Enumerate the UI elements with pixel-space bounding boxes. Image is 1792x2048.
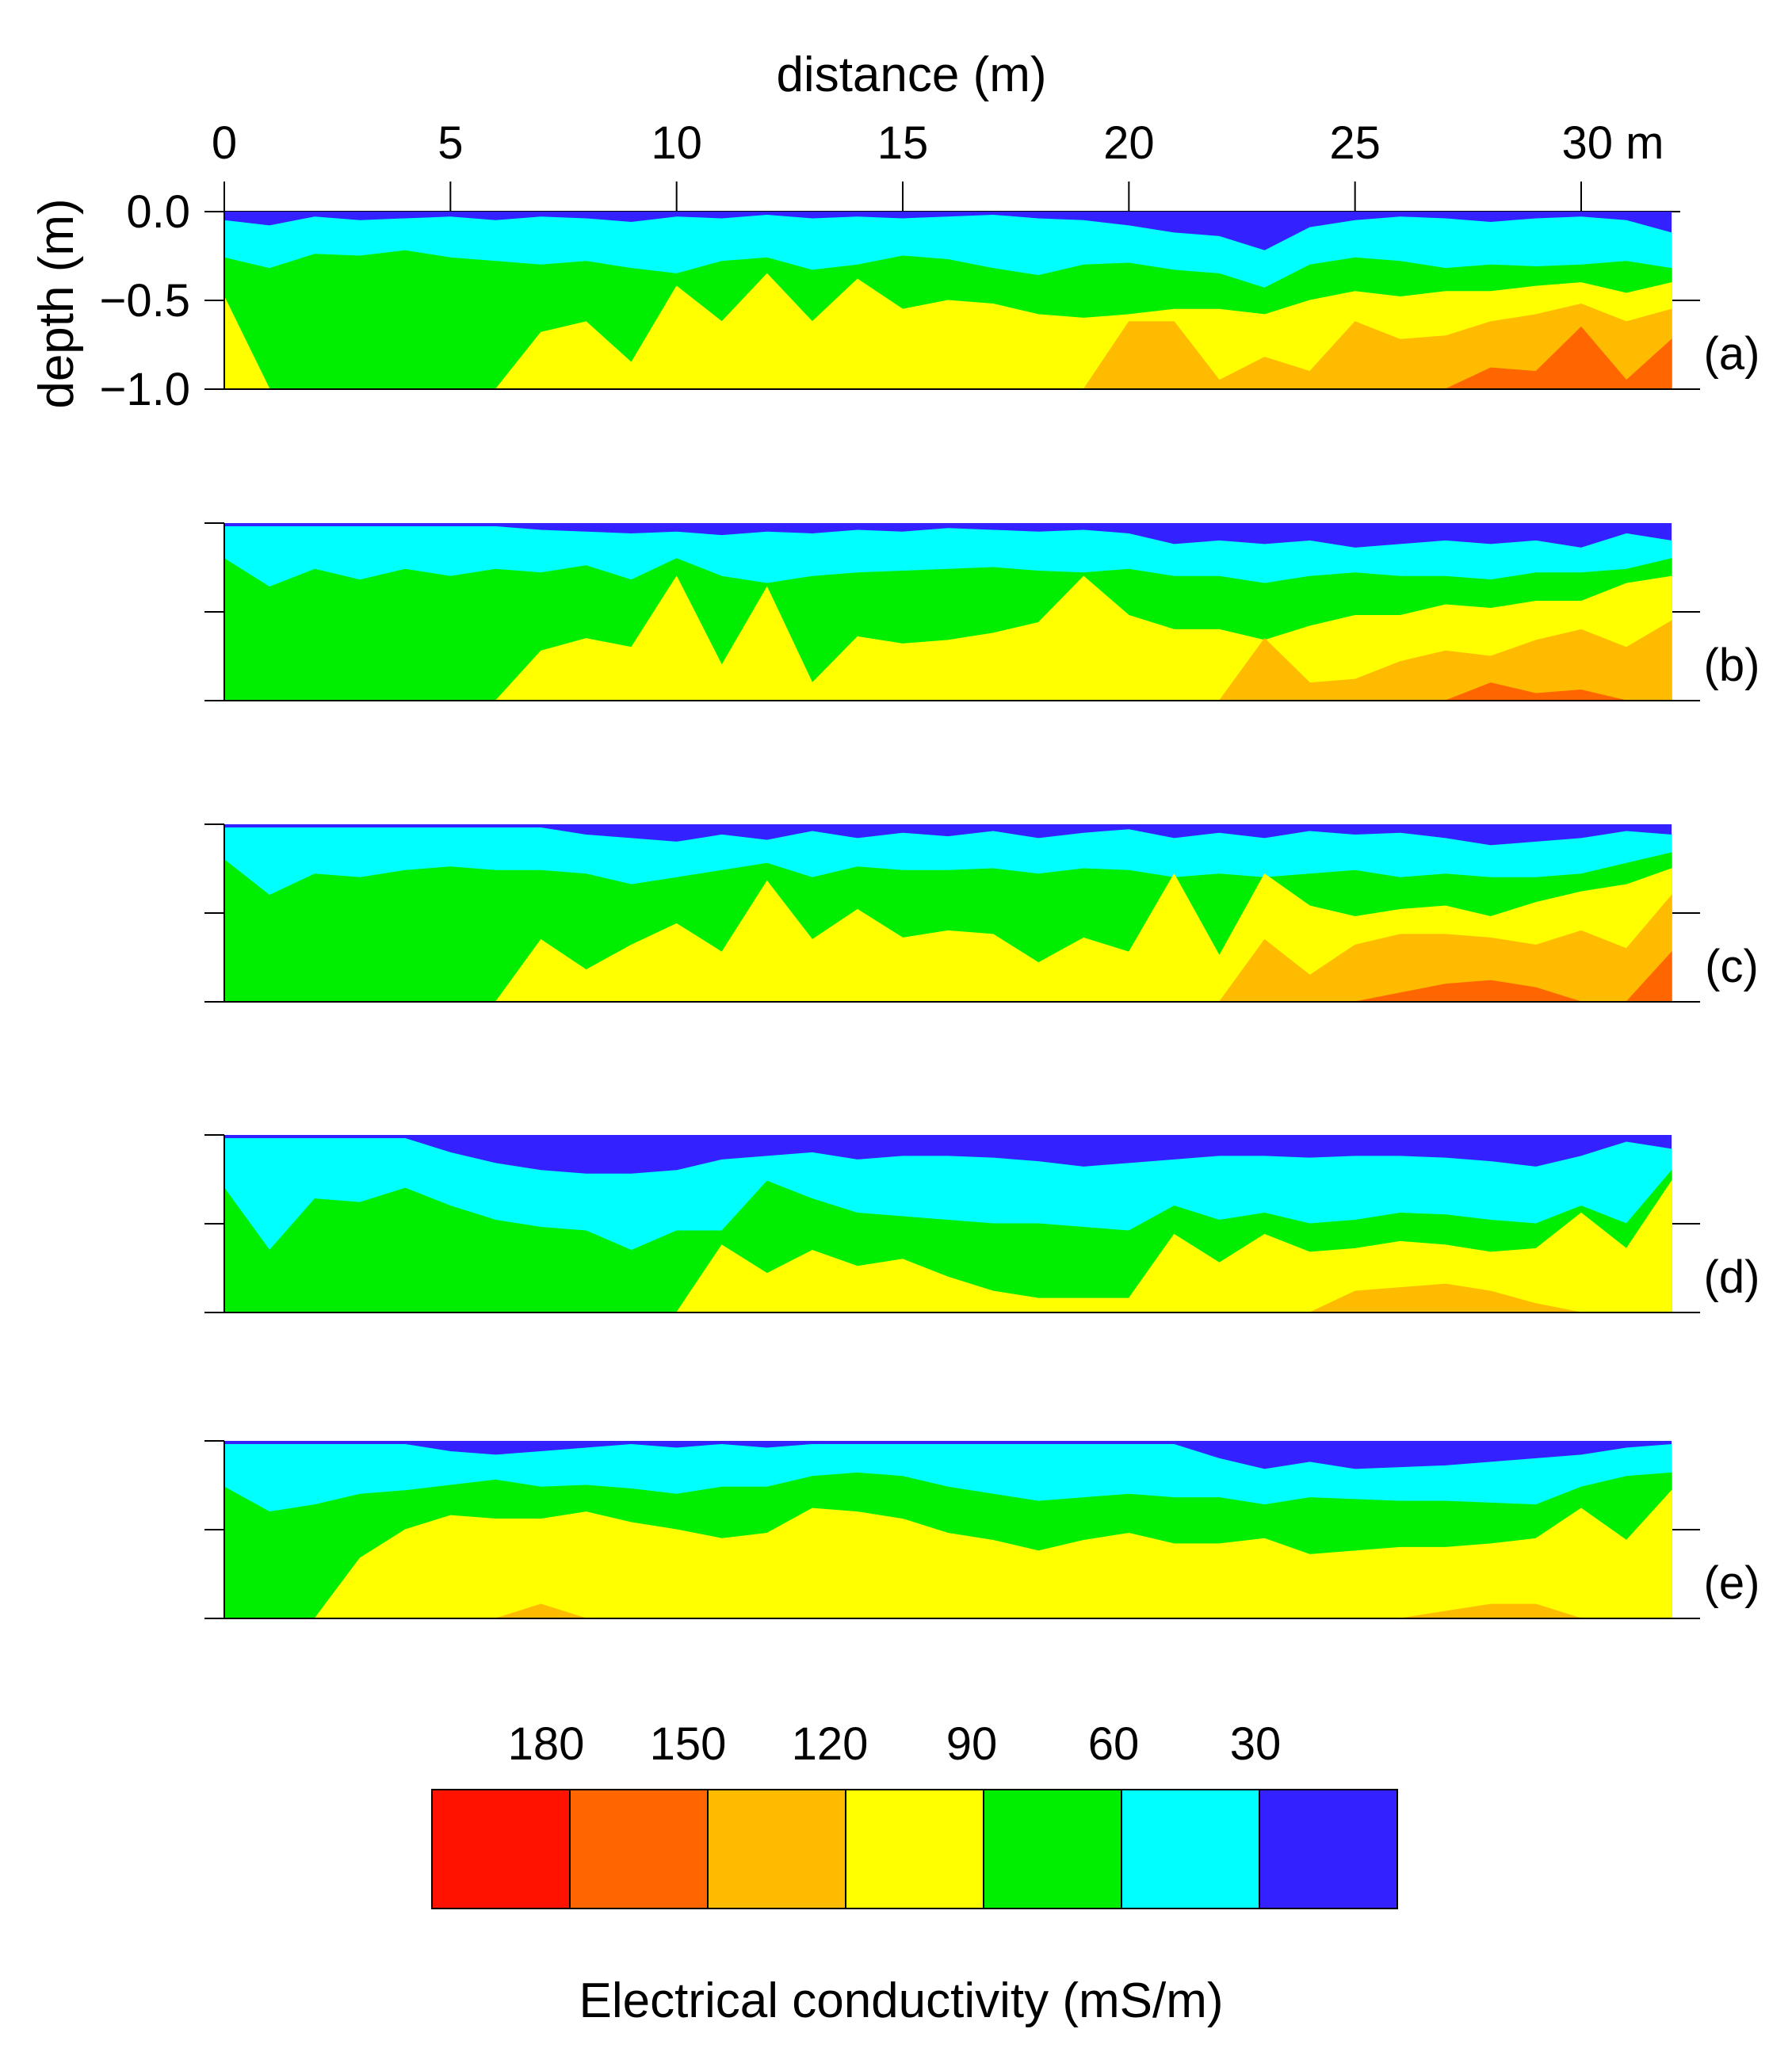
colorbar-tick-label: 30 xyxy=(1230,1718,1282,1770)
x-tick-label: 25 xyxy=(1329,117,1381,169)
colorbar-swatch xyxy=(845,1789,984,1909)
y-tick-label: −1.0 xyxy=(100,364,191,415)
zone-above-90 xyxy=(224,1489,1672,1619)
colorbar-swatch xyxy=(983,1789,1122,1909)
x-tick-label: 0 xyxy=(212,117,237,169)
section-panels: (a) (b) (c) (d) (e) xyxy=(204,211,1760,1619)
panel-label: (e) xyxy=(1704,1557,1760,1609)
colorbar-tick-label: 150 xyxy=(650,1718,727,1770)
panel-e: (e) xyxy=(204,1440,1760,1619)
colorbar-tick-label: 120 xyxy=(792,1718,869,1770)
x-tick-label: 20 xyxy=(1103,117,1155,169)
x-tick-label: 5 xyxy=(437,117,463,169)
panel-b: (b) xyxy=(204,522,1760,701)
x-tick-group: 0 5 10 15 20 25 30 m xyxy=(212,117,1680,212)
panel-c: (c) xyxy=(204,823,1759,1003)
panel-d: (d) xyxy=(204,1134,1760,1313)
y-axis-label: depth (m) xyxy=(29,198,84,408)
colorbar: 180 150 120 90 60 30 Electrical conductivity … xyxy=(431,1718,1398,2028)
x-axis-label: distance (m) xyxy=(776,48,1046,102)
x-tick-label: 10 xyxy=(651,117,702,169)
x-tick-label: 30 m xyxy=(1562,117,1664,169)
y-tick-label: 0.0 xyxy=(126,186,190,238)
colorbar-swatch xyxy=(431,1789,571,1909)
colorbar-swatches xyxy=(431,1789,1398,1909)
panel-label: (c) xyxy=(1705,941,1759,992)
panel-label: (a) xyxy=(1704,328,1760,380)
x-tick-label: 15 xyxy=(877,117,929,169)
y-axis: depth (m) 0.0 −0.5 −1.0 xyxy=(29,186,190,415)
x-axis: distance (m) 0 5 10 15 20 25 30 m xyxy=(212,48,1680,212)
y-tick-group: 0.0 −0.5 −1.0 xyxy=(100,186,191,415)
y-tick-label: −0.5 xyxy=(100,275,191,327)
colorbar-tick-label: 90 xyxy=(946,1718,998,1770)
panel-label: (b) xyxy=(1704,640,1760,691)
colorbar-tick-group: 180 150 120 90 60 30 xyxy=(508,1718,1282,1770)
panel-label: (d) xyxy=(1704,1251,1760,1303)
colorbar-swatch xyxy=(1259,1789,1398,1909)
colorbar-swatch xyxy=(1121,1789,1260,1909)
colorbar-tick-label: 180 xyxy=(508,1718,585,1770)
panel-a: (a) xyxy=(204,211,1760,390)
colorbar-swatch xyxy=(569,1789,709,1909)
colorbar-label: Electrical conductivity (mS/m) xyxy=(579,1973,1223,2028)
colorbar-tick-label: 60 xyxy=(1088,1718,1140,1770)
colorbar-swatch xyxy=(707,1789,846,1909)
